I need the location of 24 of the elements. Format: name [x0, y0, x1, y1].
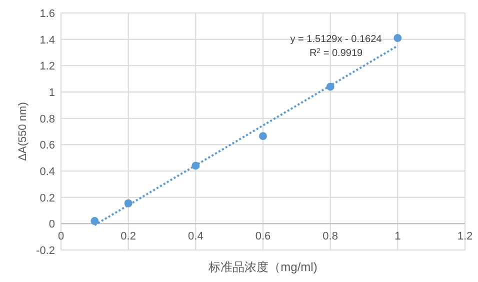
- x-tick-label: 0.6: [255, 230, 271, 243]
- y-tick-label: 1.2: [40, 60, 55, 73]
- y-tick-label: 0.4: [40, 166, 55, 178]
- x-tick-label: 0.4: [188, 230, 204, 243]
- x-tick-label: 0.2: [120, 230, 136, 243]
- y-tick-label: 0.8: [40, 113, 55, 126]
- y-tick-label: 0.2: [40, 192, 55, 204]
- point: [90, 217, 99, 226]
- y-tick-label: 1.4: [40, 34, 55, 46]
- annotation: R$^{2}$ = 0.9919: [309, 48, 363, 59]
- y-tick-label: -0.2: [36, 245, 55, 257]
- x-axis-title: 标准品浓度（mg/ml): [208, 260, 318, 274]
- annotation: y = 1.5129x - 0.1624: [290, 34, 382, 45]
- point: [259, 132, 267, 140]
- x-tick-label: 0.8: [322, 230, 338, 243]
- y-tick-label: 1: [48, 87, 55, 99]
- x-tick-label: 1: [394, 230, 401, 243]
- x-tick-label: 1.2: [457, 230, 473, 243]
- point: [394, 34, 402, 42]
- x-tick-label: 0: [58, 230, 64, 243]
- y-tick-label: 0.6: [40, 140, 55, 152]
- y-axis-title: ΔA(550 nm): [17, 102, 29, 161]
- y-tick-label: 1.6: [40, 8, 55, 20]
- y-tick-label: 0: [48, 218, 55, 231]
